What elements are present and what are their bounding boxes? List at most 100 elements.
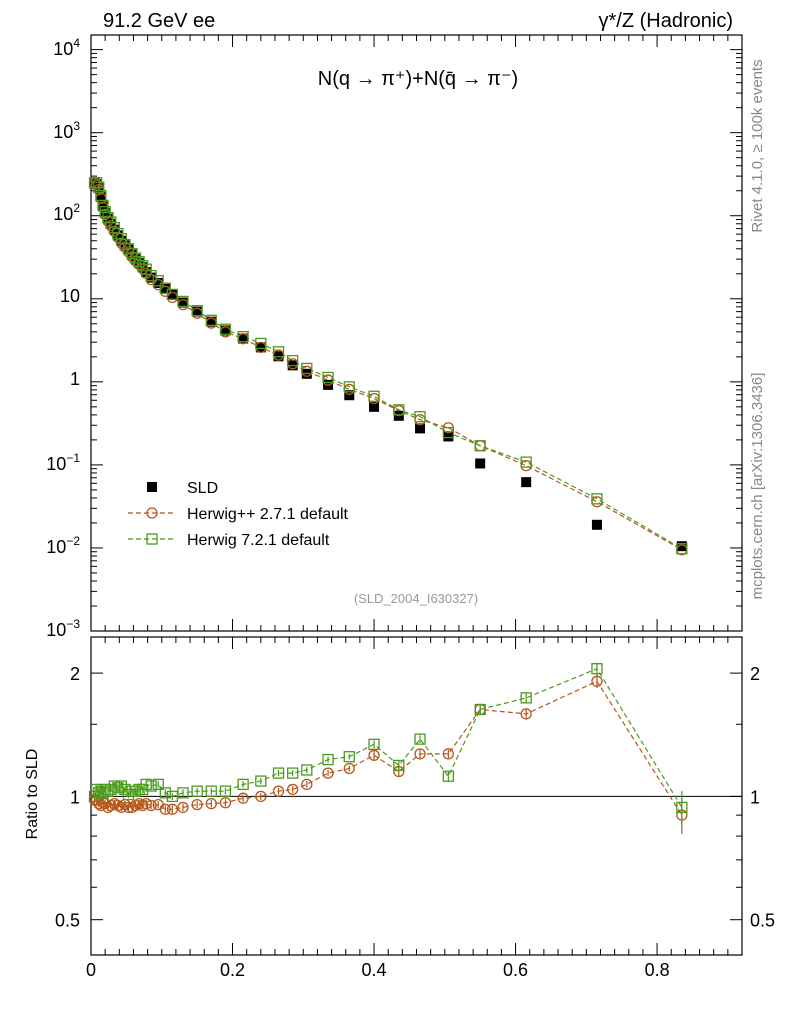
- data-point: [191, 304, 203, 317]
- data-point: [133, 255, 145, 268]
- legend-marker: [146, 507, 158, 519]
- data-point: [95, 191, 106, 202]
- xtick-label: 0: [86, 960, 96, 980]
- data-point: [591, 493, 603, 505]
- ratio-point: [122, 801, 135, 814]
- xtick-label: 0.6: [503, 960, 528, 980]
- ratio-point: [159, 803, 171, 815]
- ratio-point: [301, 764, 313, 776]
- data-point: [108, 221, 121, 234]
- ratio-point: [272, 767, 285, 779]
- legend-label: Herwig 7.2.1 default: [187, 532, 330, 549]
- main-ytick-label: 1: [70, 369, 80, 389]
- data-point: [205, 314, 217, 326]
- ratio-point: [343, 751, 355, 763]
- legend-marker: [146, 533, 158, 545]
- ratio-point: [219, 785, 232, 797]
- ratio-point: [301, 778, 313, 791]
- ratio-point: [322, 767, 334, 779]
- main-ytick-label: 103: [53, 119, 80, 142]
- ratio-point: [442, 770, 454, 782]
- data-point: [220, 325, 231, 336]
- data-point: [129, 252, 142, 264]
- data-point: [474, 440, 486, 452]
- data-point: [520, 459, 532, 472]
- ratio-point: [520, 692, 532, 704]
- ratio-point: [272, 785, 285, 797]
- xtick-label: 0.8: [645, 960, 670, 980]
- ratio-point: [676, 801, 688, 814]
- ratio-point: [166, 803, 179, 815]
- data-point: [676, 541, 687, 552]
- ratio-point: [287, 783, 299, 796]
- ratio-point: [442, 748, 454, 760]
- ratio-point: [145, 780, 157, 792]
- main-ytick-label: 10−1: [46, 451, 80, 474]
- ratio-point: [159, 787, 171, 799]
- data-point: [520, 456, 532, 468]
- legend-label: SLD: [187, 480, 218, 497]
- ratio-ytick-label-right: 1: [750, 787, 760, 807]
- rivet-version-label: Rivet 4.1.0, ≥ 100k events: [749, 59, 766, 232]
- ratio-point: [414, 733, 426, 745]
- data-point: [255, 337, 267, 350]
- data-point: [301, 362, 313, 375]
- ratio-point: [591, 663, 603, 675]
- ratio-point: [474, 703, 486, 716]
- ratio-line: [93, 667, 683, 808]
- ratio-point: [152, 778, 164, 791]
- ratio-point: [205, 785, 217, 797]
- ratio-point: [112, 782, 124, 794]
- data-point: [237, 331, 249, 343]
- ratio-point: [414, 748, 426, 760]
- data-point: [344, 390, 355, 401]
- ratio-ylabel: Ratio to SLD: [24, 749, 41, 840]
- data-point: [137, 260, 149, 272]
- data-point: [442, 426, 454, 439]
- xtick-label: 0.2: [220, 960, 245, 980]
- xtick-label: 0.4: [362, 960, 387, 980]
- ratio-axis-ticks: 2 2 1 1 0.5 0.5 0 0.2 0.4 0.6 0.8: [55, 664, 775, 980]
- ratio-point: [191, 785, 203, 797]
- ratio-series-layer: [88, 662, 688, 834]
- data-point: [475, 458, 486, 469]
- ratio-point: [99, 798, 111, 810]
- data-point: [153, 277, 164, 288]
- ratio-ytick-label: 0.5: [55, 911, 80, 931]
- ratio-point: [237, 778, 249, 791]
- main-ytick-label: 10−3: [46, 617, 80, 640]
- ratio-line: [94, 680, 683, 816]
- data-point: [443, 431, 454, 442]
- data-point: [676, 543, 688, 555]
- ratio-point: [368, 749, 380, 761]
- data-point: [238, 333, 249, 344]
- data-point: [119, 238, 131, 251]
- data-point: [287, 354, 299, 367]
- ratio-point: [205, 798, 217, 810]
- ratio-point: [368, 738, 380, 750]
- energy-label: 91.2 GeV ee: [103, 10, 215, 32]
- analysis-watermark: (SLD_2004_I630327): [354, 591, 478, 606]
- data-point: [393, 404, 405, 416]
- ratio-point: [520, 708, 532, 720]
- main-series-layer: [88, 177, 688, 556]
- data-point: [521, 477, 532, 488]
- plot-title: N(q → π⁺)+N(q̄ → π⁻): [318, 68, 518, 90]
- data-point: [97, 199, 109, 212]
- data-point: [591, 519, 602, 530]
- series-line: [94, 182, 683, 551]
- ratio-point: [343, 762, 355, 775]
- data-point: [255, 342, 266, 353]
- data-point: [167, 289, 178, 300]
- data-point: [166, 288, 179, 301]
- main-axis-ticks: [90, 35, 743, 649]
- ratio-point: [237, 792, 249, 804]
- ratio-ytick-label: 1: [70, 787, 80, 807]
- data-point: [369, 401, 380, 412]
- data-point: [415, 423, 426, 434]
- data-point: [272, 346, 285, 358]
- data-point: [115, 232, 128, 245]
- ratio-ytick-label-right: 0.5: [750, 911, 775, 931]
- ratio-ytick-label-right: 2: [750, 664, 760, 684]
